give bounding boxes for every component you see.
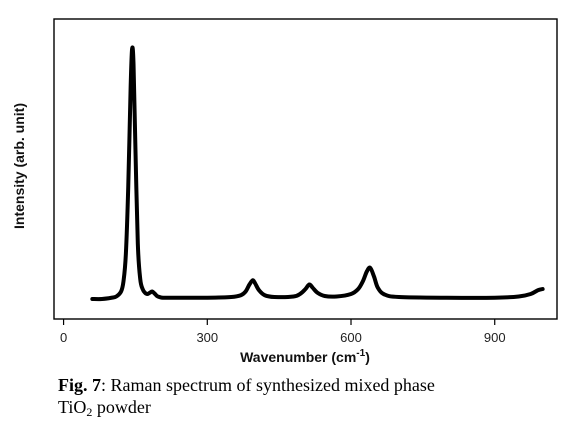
x-axis-label-superscript: -1 [356, 348, 365, 359]
x-axis-ticks [62, 319, 496, 325]
figure-number: Fig. 7 [58, 375, 101, 395]
x-axis-label: Wavenumber (cm-1) [240, 348, 370, 365]
x-tick-label-600: 600 [340, 330, 362, 345]
raman-spectrum-line [90, 45, 545, 302]
caption-line-2: TiO2 powder [58, 397, 151, 419]
x-axis-tick-labels: 0 300 600 900 [60, 330, 506, 345]
x-tick-label-900: 900 [484, 330, 506, 345]
chart-canvas: 0 300 600 900 Wavenumber (cm-1) Intensity (… [11, 18, 558, 365]
y-axis-label: Intensity (arb. unit) [11, 103, 27, 229]
caption-line-1: Fig. 7: Raman spectrum of synthesized mi… [58, 374, 558, 396]
x-tick-label-0: 0 [60, 330, 67, 345]
x-tick-label-300: 300 [196, 330, 218, 345]
plot-frame [53, 18, 558, 320]
figure-caption: Fig. 7: Raman spectrum of synthesized mi… [58, 374, 558, 418]
caption-text: : Raman spectrum of synthesized mixed ph… [101, 375, 435, 395]
raman-chart: 0 300 600 900 Wavenumber (cm-1) Intensity (… [11, 18, 558, 365]
